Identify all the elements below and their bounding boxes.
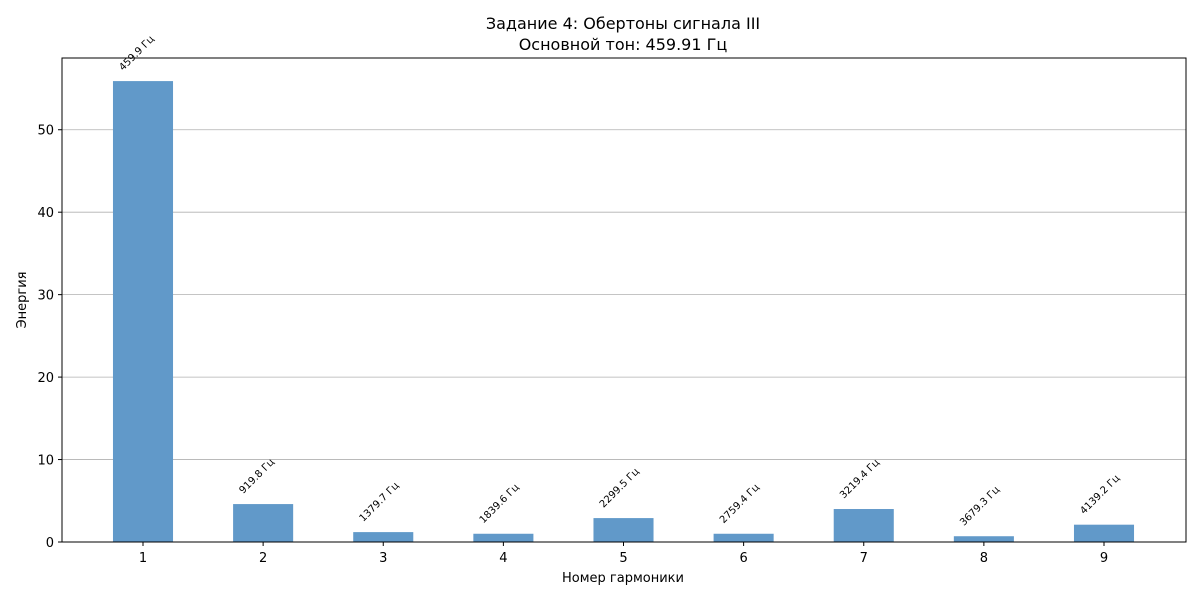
x-axis-label: Номер гармоники bbox=[562, 571, 684, 586]
y-tick-label: 50 bbox=[37, 124, 54, 139]
x-tick-label: 8 bbox=[980, 551, 988, 566]
x-tick-label: 9 bbox=[1100, 551, 1108, 566]
bar-value-label: 1379.7 Гц bbox=[358, 480, 402, 524]
y-tick-label: 10 bbox=[37, 454, 54, 469]
bar-harmonic-1 bbox=[112, 81, 174, 542]
x-tick-label: 3 bbox=[379, 551, 387, 566]
x-tick-label: 5 bbox=[619, 551, 627, 566]
x-tick-label: 2 bbox=[259, 551, 267, 566]
x-tick-label: 1 bbox=[139, 551, 147, 566]
x-tick-label: 7 bbox=[860, 551, 868, 566]
y-axis-label: Энергия bbox=[15, 272, 30, 329]
bar-value-label: 3679.3 Гц bbox=[958, 484, 1002, 528]
bar-harmonic-7 bbox=[833, 509, 894, 542]
y-tick-label: 20 bbox=[37, 371, 54, 386]
bars bbox=[112, 81, 1135, 542]
bar-value-label: 3219.4 Гц bbox=[838, 457, 882, 501]
bar-harmonic-2 bbox=[233, 504, 294, 542]
bar-value-label: 4139.2 Гц bbox=[1078, 473, 1122, 517]
grid-lines bbox=[62, 129, 1186, 460]
bar-value-label: 2759.4 Гц bbox=[718, 482, 762, 526]
bar-value-label: 2299.5 Гц bbox=[598, 466, 642, 510]
bar-harmonic-3 bbox=[353, 532, 414, 542]
chart-subtitle: Основной тон: 459.91 Гц bbox=[519, 35, 728, 54]
y-axis-ticks: 0 10 20 30 40 50 bbox=[37, 124, 62, 551]
plot-frame bbox=[61, 57, 1187, 543]
bar-harmonic-8 bbox=[953, 536, 1014, 542]
bar-harmonic-4 bbox=[473, 533, 534, 542]
bar-value-label: 1839.6 Гц bbox=[478, 482, 522, 526]
bar-labels: 459.9 Гц 919.8 Гц 1379.7 Гц 1839.6 Гц 2299.5… bbox=[117, 34, 1122, 529]
bar-harmonic-9 bbox=[1073, 524, 1135, 542]
bar-harmonic-5 bbox=[593, 518, 654, 542]
x-axis-ticks: 1 2 3 4 5 6 7 8 9 bbox=[139, 542, 1108, 566]
bar-value-label: 919.8 Гц bbox=[237, 457, 277, 497]
x-tick-label: 6 bbox=[739, 551, 747, 566]
y-tick-label: 30 bbox=[37, 289, 54, 304]
bar-value-label: 459.9 Гц bbox=[117, 34, 157, 74]
bar-harmonic-6 bbox=[713, 533, 774, 542]
y-tick-label: 0 bbox=[46, 536, 54, 551]
chart-title: Задание 4: Обертоны сигнала III bbox=[486, 14, 760, 33]
x-tick-label: 4 bbox=[499, 551, 507, 566]
y-tick-label: 40 bbox=[37, 206, 54, 221]
